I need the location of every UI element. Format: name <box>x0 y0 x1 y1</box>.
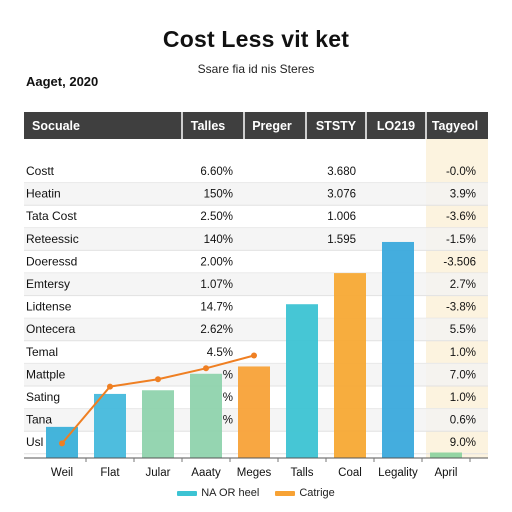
row-value-talles: 1.07% <box>200 279 233 291</box>
bar <box>286 304 318 458</box>
legend-swatch-2 <box>275 490 296 496</box>
bar <box>382 241 414 458</box>
bar <box>142 390 174 458</box>
row-band <box>24 273 488 296</box>
legend-swatch-1 <box>177 490 198 496</box>
legend-item-1: NA OR heel <box>177 487 259 499</box>
row-value-talles: 140% <box>204 234 233 246</box>
row-label: Heatin <box>26 187 61 201</box>
row-value-ststy: 1.595 <box>327 234 356 246</box>
table-header-band <box>24 112 488 139</box>
row-value-talles: % <box>223 415 233 427</box>
row-value-tagyeol: 2.7% <box>450 279 476 291</box>
column-header: STSTY <box>316 119 357 133</box>
row-band <box>24 318 488 341</box>
x-tick-label: Aaaty <box>191 467 221 479</box>
row-value-talles: 14.7% <box>200 302 233 314</box>
row-value-talles: 6.60% <box>200 166 233 178</box>
row-label: Reteessic <box>26 232 79 246</box>
column-header: Preger <box>252 119 292 133</box>
chart-subtitle: Ssare fia id nis Steres <box>197 62 315 76</box>
x-tick-label: Weil <box>51 467 73 479</box>
row-label: Lidtense <box>26 300 72 314</box>
x-tick-label: Meges <box>237 467 272 479</box>
row-label: Tana <box>26 413 52 427</box>
legend: NA OR heel Catrige <box>0 487 512 499</box>
row-label: Ontecera <box>26 322 76 336</box>
row-value-talles: 2.00% <box>200 256 233 268</box>
row-value-tagyeol: -0.0% <box>446 166 476 178</box>
x-tick-label: April <box>434 467 457 479</box>
row-value-talles: 150% <box>204 189 233 201</box>
row-band <box>24 182 488 206</box>
row-value-tagyeol: 3.9% <box>450 189 476 201</box>
row-value-tagyeol: -1.5% <box>446 234 476 246</box>
legend-item-2: Catrige <box>275 487 335 499</box>
row-value-tagyeol: -3.6% <box>446 211 476 223</box>
column-header: Socuale <box>32 119 80 133</box>
line-point <box>59 440 65 447</box>
line-point <box>107 383 113 390</box>
x-tick-label: Jular <box>146 467 171 479</box>
row-value-tagyeol: 0.6% <box>450 415 476 427</box>
bar <box>334 273 366 458</box>
date-label: Aaget, 2020 <box>26 74 99 89</box>
chart-title: Cost Less vit ket <box>162 26 350 52</box>
column-header: Talles <box>191 119 226 133</box>
column-header: Tagyeol <box>432 119 478 133</box>
row-value-talles: % <box>223 369 233 381</box>
row-label: Usl <box>26 435 43 449</box>
bar <box>94 393 126 458</box>
row-value-talles: 4.5% <box>207 347 233 359</box>
row-value-tagyeol: 7.0% <box>450 369 476 381</box>
row-label: Mattple <box>26 367 66 381</box>
bar <box>190 373 222 458</box>
row-band <box>24 227 488 251</box>
row-label: Sating <box>26 390 60 404</box>
row-value-tagyeol: 5.5% <box>450 324 476 336</box>
row-value-tagyeol: 1.0% <box>450 347 476 359</box>
row-label: Emtersy <box>26 277 70 291</box>
line-point <box>251 352 257 359</box>
x-tick-label: Coal <box>338 467 362 479</box>
column-header: LO219 <box>377 119 415 133</box>
row-label: Costt <box>26 164 55 178</box>
line-point <box>155 376 161 383</box>
row-value-talles: % <box>223 392 233 404</box>
x-tick-label: Legality <box>378 467 418 479</box>
row-label: Tata Cost <box>26 209 77 223</box>
row-label: Temal <box>26 345 58 359</box>
legend-label-2: Catrige <box>299 487 335 499</box>
row-value-tagyeol: 1.0% <box>450 392 476 404</box>
row-value-ststy: 1.006 <box>327 211 356 223</box>
legend-label-1: NA OR heel <box>201 487 260 499</box>
row-value-ststy: 3.680 <box>327 166 356 178</box>
row-value-tagyeol: -3.8% <box>446 302 476 314</box>
row-label: Doeressd <box>26 254 77 268</box>
x-tick-label: Flat <box>100 467 120 479</box>
row-value-talles: 2.50% <box>200 211 233 223</box>
line-point <box>203 365 209 372</box>
bar <box>238 366 270 458</box>
row-value-talles: 2.62% <box>200 324 233 336</box>
bar <box>430 452 462 458</box>
row-value-ststy: 3.076 <box>327 189 356 201</box>
row-value-tagyeol: 9.0% <box>450 437 476 449</box>
x-tick-label: Talls <box>290 467 313 479</box>
row-value-tagyeol: -3.506 <box>443 256 476 268</box>
